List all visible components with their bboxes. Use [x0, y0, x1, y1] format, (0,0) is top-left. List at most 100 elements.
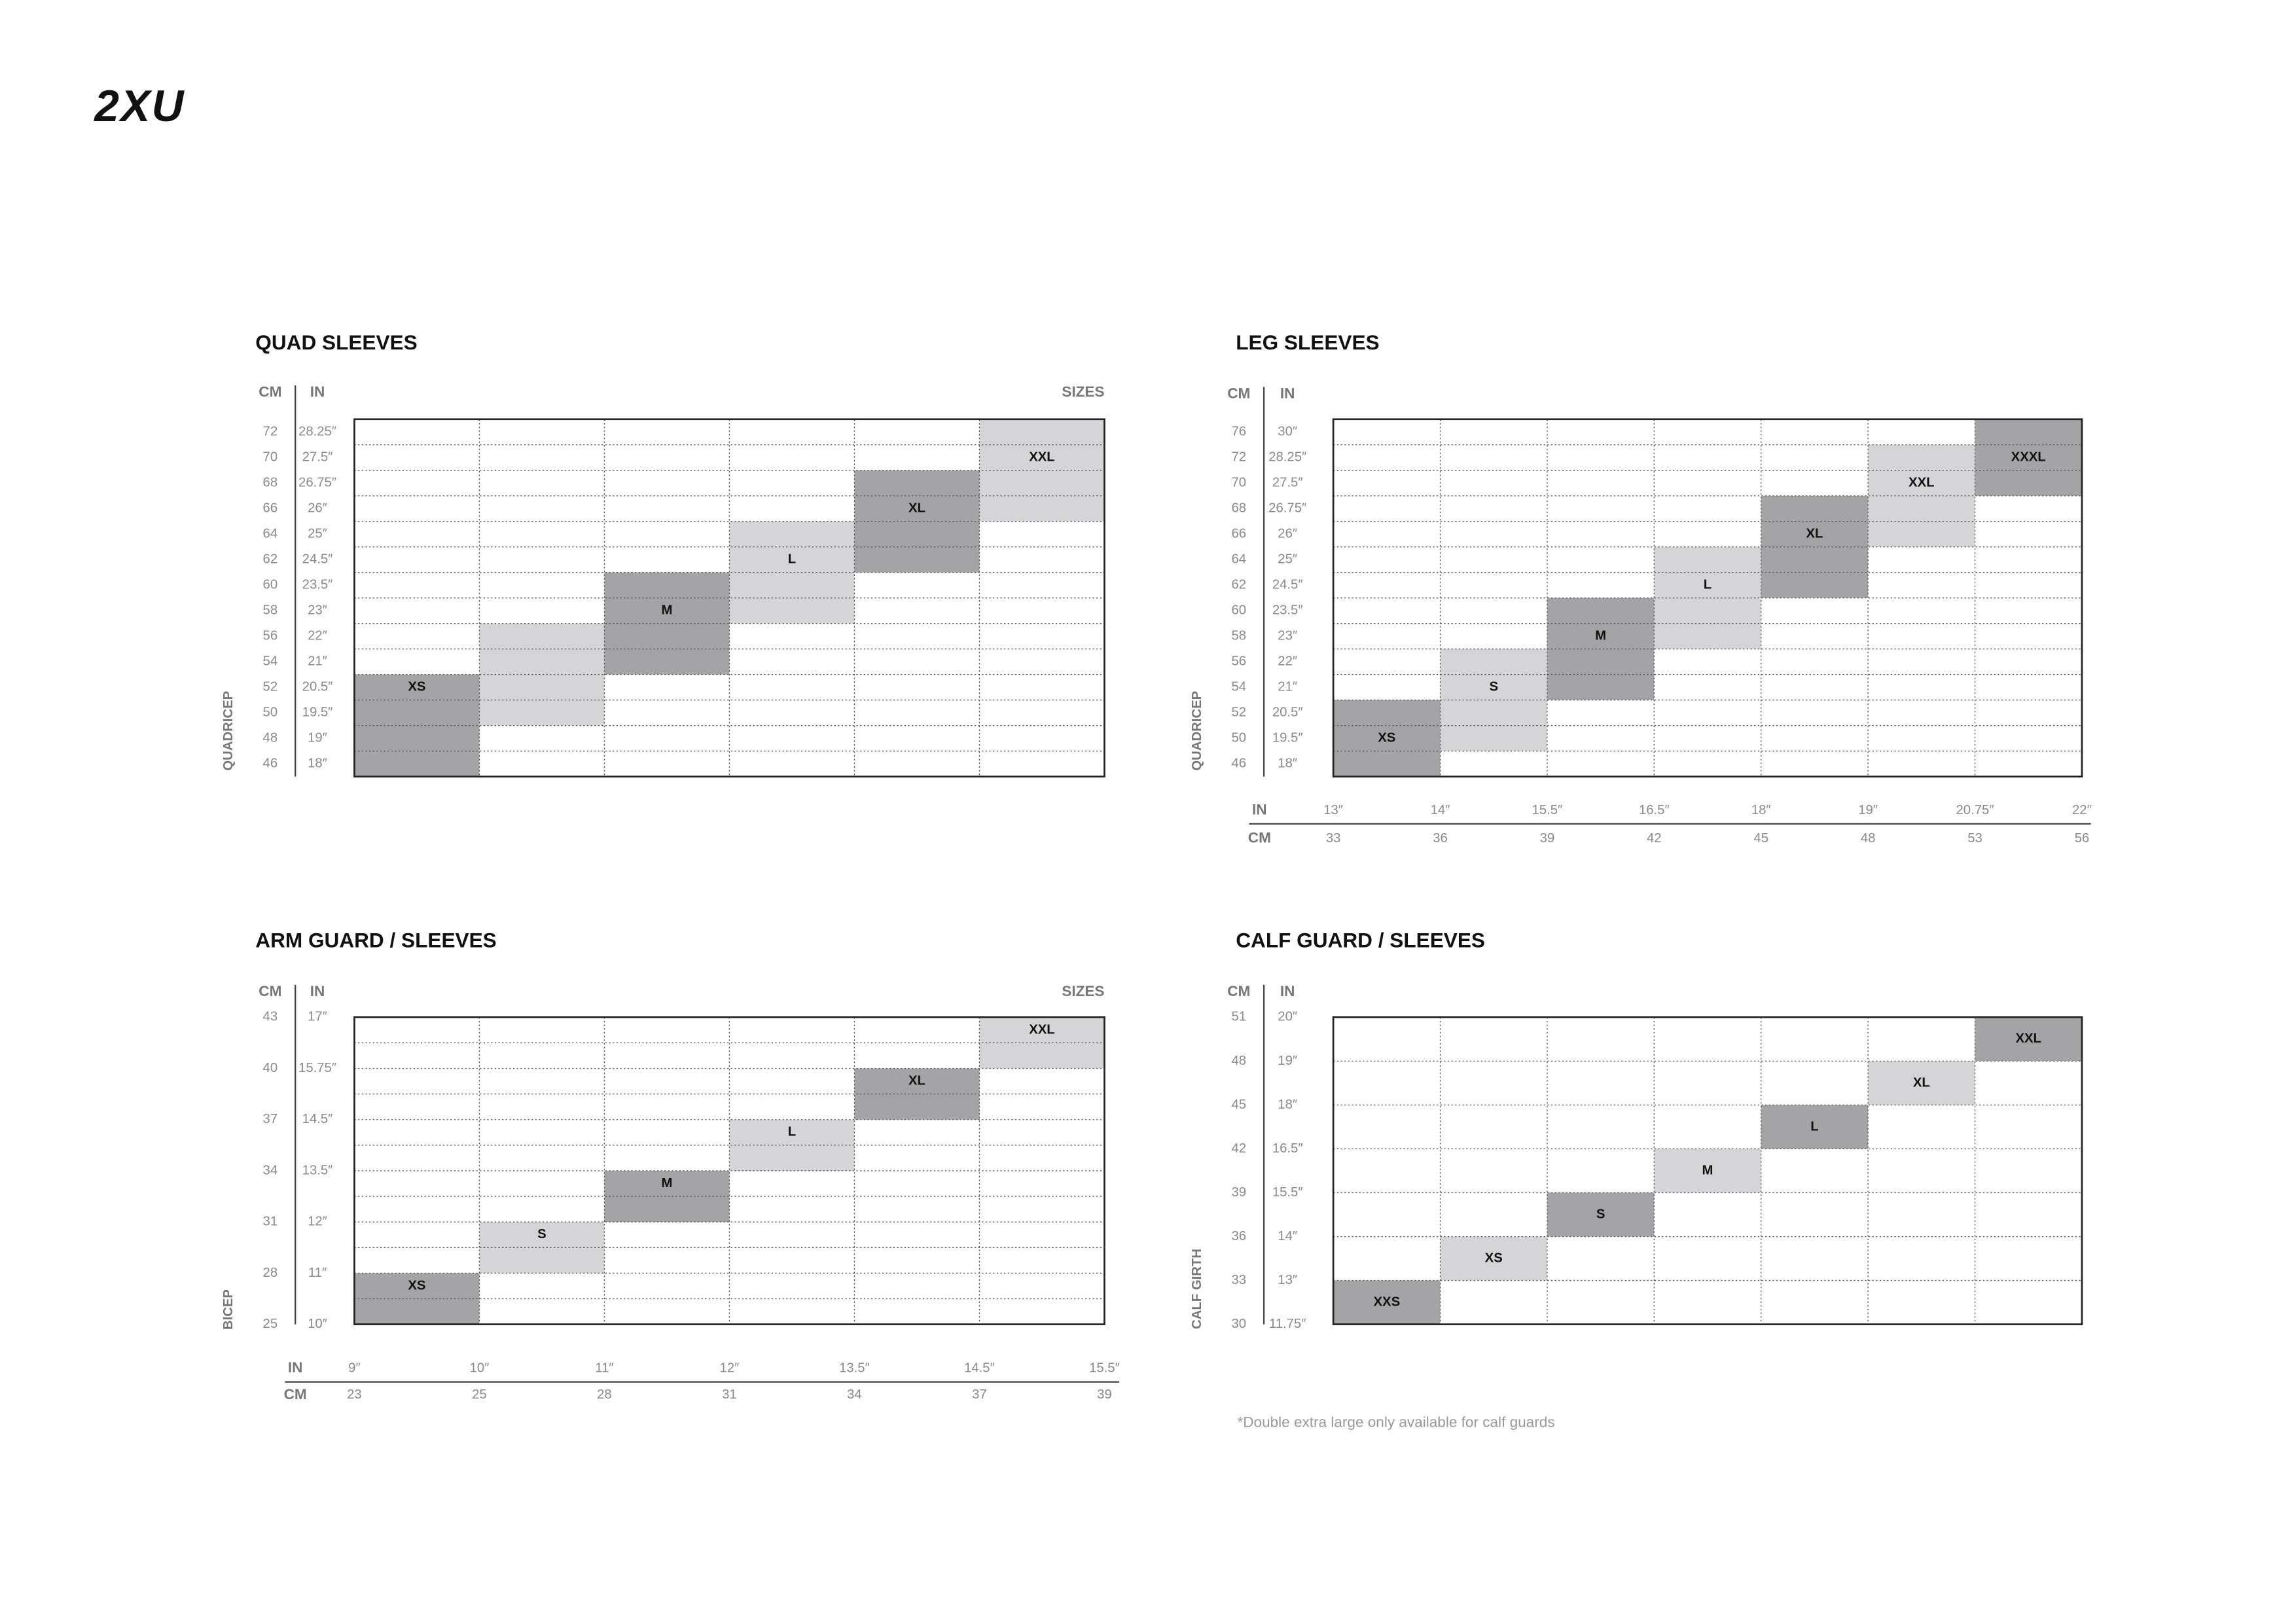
- row-cm: 56: [263, 629, 278, 643]
- in-header: IN: [1280, 385, 1295, 401]
- row-cm: 39: [1231, 1185, 1246, 1200]
- row-in: 26.75″: [298, 476, 336, 490]
- row-in: 17″: [308, 1010, 327, 1024]
- size-label: L: [788, 552, 796, 567]
- row-cm: 42: [1231, 1141, 1246, 1156]
- row-in: 26″: [308, 501, 327, 516]
- row-in: 24.5″: [1272, 578, 1303, 592]
- row-cm: 52: [263, 680, 278, 694]
- row-in: 21″: [1278, 680, 1297, 694]
- size-block: [1975, 419, 2082, 496]
- row-cm: 54: [263, 654, 278, 669]
- row-in: 27.5″: [302, 450, 333, 465]
- size-block: [1654, 1149, 1761, 1193]
- size-block: [479, 623, 605, 726]
- bottom-cm: 42: [1647, 831, 1662, 846]
- size-block: [1333, 700, 1441, 777]
- row-in: 11″: [308, 1266, 327, 1280]
- row-in: 14″: [1278, 1229, 1297, 1243]
- in-header: IN: [310, 983, 325, 999]
- sizes-header: SIZES: [1062, 383, 1104, 400]
- row-cm: 30: [1231, 1317, 1246, 1331]
- grid-border: [353, 418, 1105, 778]
- bottom-cm: 25: [472, 1387, 487, 1402]
- row-in: 13″: [1278, 1273, 1297, 1287]
- size-label: XXL: [1029, 450, 1054, 465]
- row-cm: 54: [1231, 680, 1246, 694]
- row-cm: 40: [263, 1061, 278, 1075]
- row-in: 26″: [1278, 527, 1297, 541]
- panel-title: ARM GUARD / SLEEVES: [255, 929, 496, 952]
- size-label: S: [1489, 680, 1498, 694]
- row-in: 14.5″: [302, 1112, 333, 1126]
- bottom-cm: 48: [1861, 831, 1876, 846]
- axis-label: QUADRICEP: [221, 691, 236, 771]
- bottom-in: 13.5″: [839, 1361, 870, 1376]
- row-in: 13.5″: [302, 1163, 333, 1177]
- bottom-in: 14″: [1431, 803, 1450, 817]
- row-cm: 45: [1231, 1097, 1246, 1112]
- size-label: L: [788, 1125, 796, 1139]
- row-cm: 48: [1231, 1054, 1246, 1068]
- size-block: [604, 572, 730, 675]
- size-label: M: [1702, 1163, 1713, 1177]
- cm-header: CM: [259, 983, 281, 999]
- row-cm: 43: [263, 1010, 278, 1024]
- row-cm: 64: [1231, 552, 1246, 567]
- row-in: 15.5″: [1272, 1185, 1303, 1200]
- row-cm: 58: [1231, 629, 1246, 643]
- row-cm: 62: [1231, 578, 1246, 592]
- size-label: XXL: [2015, 1031, 2041, 1046]
- bottom-in: 15.5″: [1089, 1361, 1120, 1376]
- row-in: 19″: [1278, 1054, 1297, 1068]
- bottom-cm-header: CM: [1248, 829, 1271, 846]
- row-in: 25″: [308, 527, 327, 541]
- bottom-cm: 45: [1753, 831, 1768, 846]
- size-label: M: [661, 603, 672, 618]
- row-in: 24.5″: [302, 552, 333, 567]
- bottom-cm: 53: [1967, 831, 1982, 846]
- bottom-in: 20.75″: [1956, 803, 1994, 817]
- row-cm: 60: [263, 578, 278, 592]
- size-label: XXL: [1909, 476, 1934, 490]
- panel-title: CALF GUARD / SLEEVES: [1236, 929, 1485, 952]
- bottom-cm: 39: [1540, 831, 1555, 846]
- size-block: [1333, 1280, 1441, 1325]
- size-label: L: [1704, 578, 1712, 592]
- row-cm: 25: [263, 1317, 278, 1331]
- bottom-in: 16.5″: [1639, 803, 1670, 817]
- size-label: XS: [1378, 731, 1395, 745]
- row-in: 23″: [308, 603, 327, 618]
- size-label: XL: [1806, 527, 1823, 541]
- bottom-in: 11″: [595, 1361, 613, 1376]
- size-label: XL: [908, 1073, 925, 1088]
- bottom-in-header: IN: [288, 1359, 303, 1376]
- bottom-cm-header: CM: [284, 1386, 307, 1402]
- axis-label: BICEP: [221, 1289, 236, 1330]
- row-cm: 34: [263, 1163, 278, 1177]
- row-cm: 51: [1231, 1010, 1246, 1024]
- cm-header: CM: [1227, 983, 1250, 999]
- size-block: [1975, 1017, 2082, 1061]
- row-cm: 66: [263, 501, 278, 516]
- row-in: 20.5″: [1272, 705, 1303, 720]
- row-cm: 68: [263, 476, 278, 490]
- size-block: [1761, 1105, 1869, 1149]
- bottom-in: 18″: [1751, 803, 1771, 817]
- bottom-cm: 56: [2075, 831, 2090, 846]
- row-in: 28.25″: [298, 425, 336, 439]
- row-cm: 68: [1231, 501, 1246, 516]
- size-label: XS: [408, 680, 425, 694]
- cm-header: CM: [1227, 385, 1250, 401]
- row-cm: 52: [1231, 705, 1246, 720]
- row-in: 19.5″: [1272, 731, 1303, 745]
- row-in: 23″: [1278, 629, 1297, 643]
- row-cm: 46: [263, 757, 278, 771]
- panel-title: LEG SLEEVES: [1236, 330, 1379, 354]
- row-in: 26.75″: [1268, 501, 1306, 516]
- in-header: IN: [1280, 983, 1295, 999]
- bottom-cm: 28: [597, 1387, 612, 1402]
- row-in: 18″: [1278, 1097, 1297, 1112]
- bottom-cm: 34: [847, 1387, 862, 1402]
- grid-border: [353, 1016, 1105, 1325]
